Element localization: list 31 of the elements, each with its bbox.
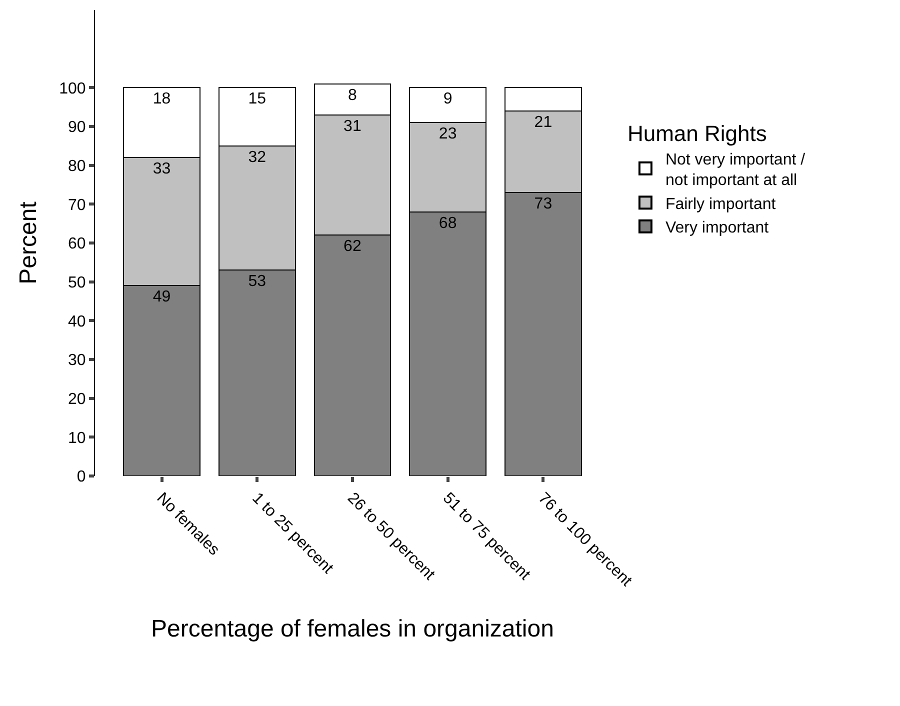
y-tick-label: 30 [68,352,86,370]
data-label: 33 [152,160,171,178]
data-label: 31 [344,118,362,135]
y-tick-label: 70 [68,196,86,214]
data-label: 15 [248,90,266,108]
legend-label: Fairly important [665,196,776,213]
legend-title: Human Rights [627,121,767,146]
y-tick-label: 50 [68,274,86,292]
data-label: 73 [534,196,552,213]
y-tick-label: 100 [59,80,86,98]
y-tick-label: 0 [76,468,86,486]
y-tick-label: 90 [68,119,86,136]
data-label: 18 [152,90,171,108]
data-label: 62 [344,238,362,256]
y-tick-label: 60 [68,236,86,253]
data-label: 21 [534,114,552,131]
y-tick-label: 10 [68,430,86,447]
legend-label: Not very important / not important at all [665,151,806,190]
data-label: 9 [443,90,452,108]
data-label: 8 [348,86,357,104]
x-axis-title: Percentage of females in organization [151,615,554,642]
data-label: 53 [248,273,266,290]
y-tick-label: 80 [68,158,86,175]
y-tick-label: 40 [68,313,86,330]
data-label: 23 [438,126,457,143]
y-axis-title: Percent [15,201,42,284]
data-label: 68 [438,214,457,232]
data-label: 32 [248,148,266,166]
data-label: 49 [152,288,171,306]
legend-label: Very important [665,220,770,237]
y-tick-label: 20 [68,390,86,408]
